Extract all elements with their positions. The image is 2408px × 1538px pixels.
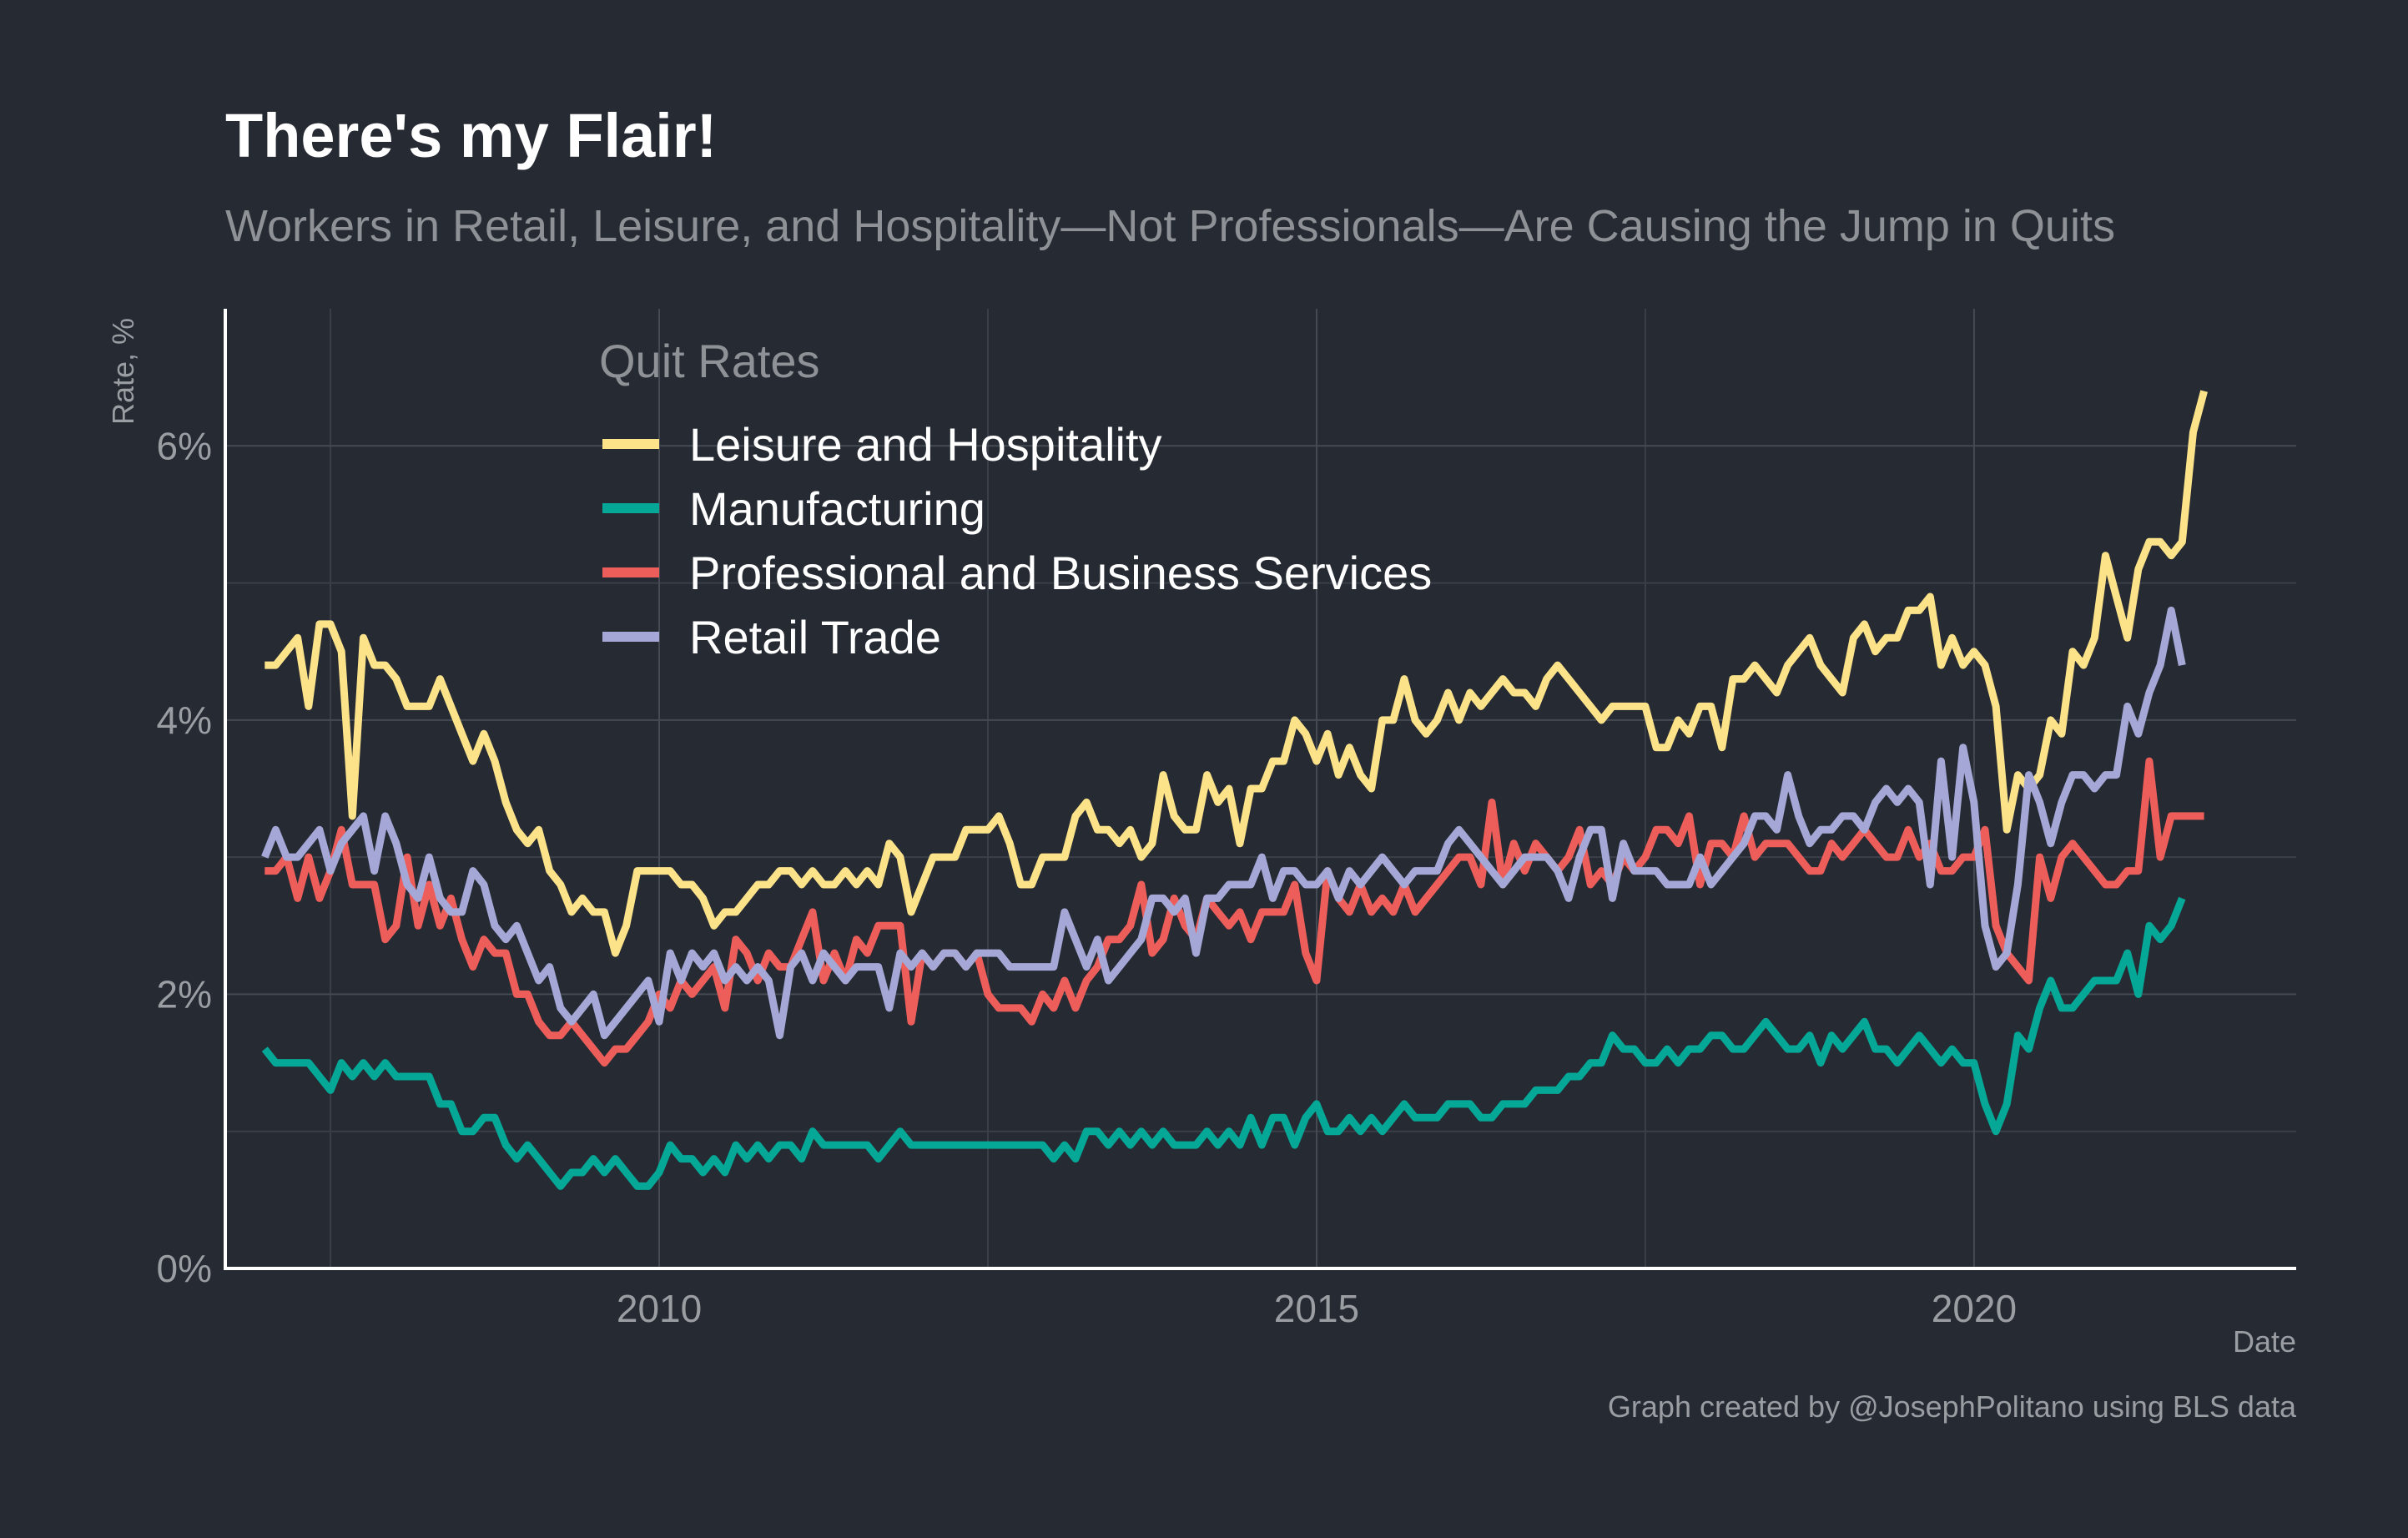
series-lines [261,390,2208,1190]
legend-label-2: Professional and Business Services [689,547,1432,599]
series-line-3 [261,606,2186,1040]
x-tick-label: 2020 [1932,1287,2017,1330]
x-tick-label: 2010 [617,1287,702,1330]
legend-items: Leisure and Hospitality Manufacturing Prof… [602,418,1432,663]
series-line-2 [264,757,2204,1067]
y-tick-label: 6% [157,424,212,467]
chart-caption: Graph created by @JosephPolitano using B… [1607,1389,2296,1424]
legend-label-1: Manufacturing [689,482,985,535]
legend-label-0: Leisure and Hospitality [689,418,1162,471]
legend: Quit Rates Leisure and Hospitality Manufa… [599,335,1432,663]
legend-label-3: Retail Trade [689,611,941,663]
series-line-0 [264,390,2208,957]
legend-title: Quit Rates [599,335,820,387]
y-axis-title: Rate, % [106,318,140,425]
y-tick-labels: 0% 2% 4% 6% [157,424,212,1290]
chart-title: There's my Flair! [225,101,718,170]
y-tick-label: 0% [157,1247,212,1290]
chart-subtitle: Workers in Retail, Leisure, and Hospital… [225,201,2115,251]
x-axis-title: Date [2233,1324,2296,1359]
y-tick-label: 2% [157,972,212,1016]
series-line-1 [261,896,2186,1190]
x-tick-label: 2015 [1274,1287,1359,1330]
x-tick-labels: 2010 2015 2020 [617,1287,2017,1330]
y-tick-label: 4% [157,698,212,742]
